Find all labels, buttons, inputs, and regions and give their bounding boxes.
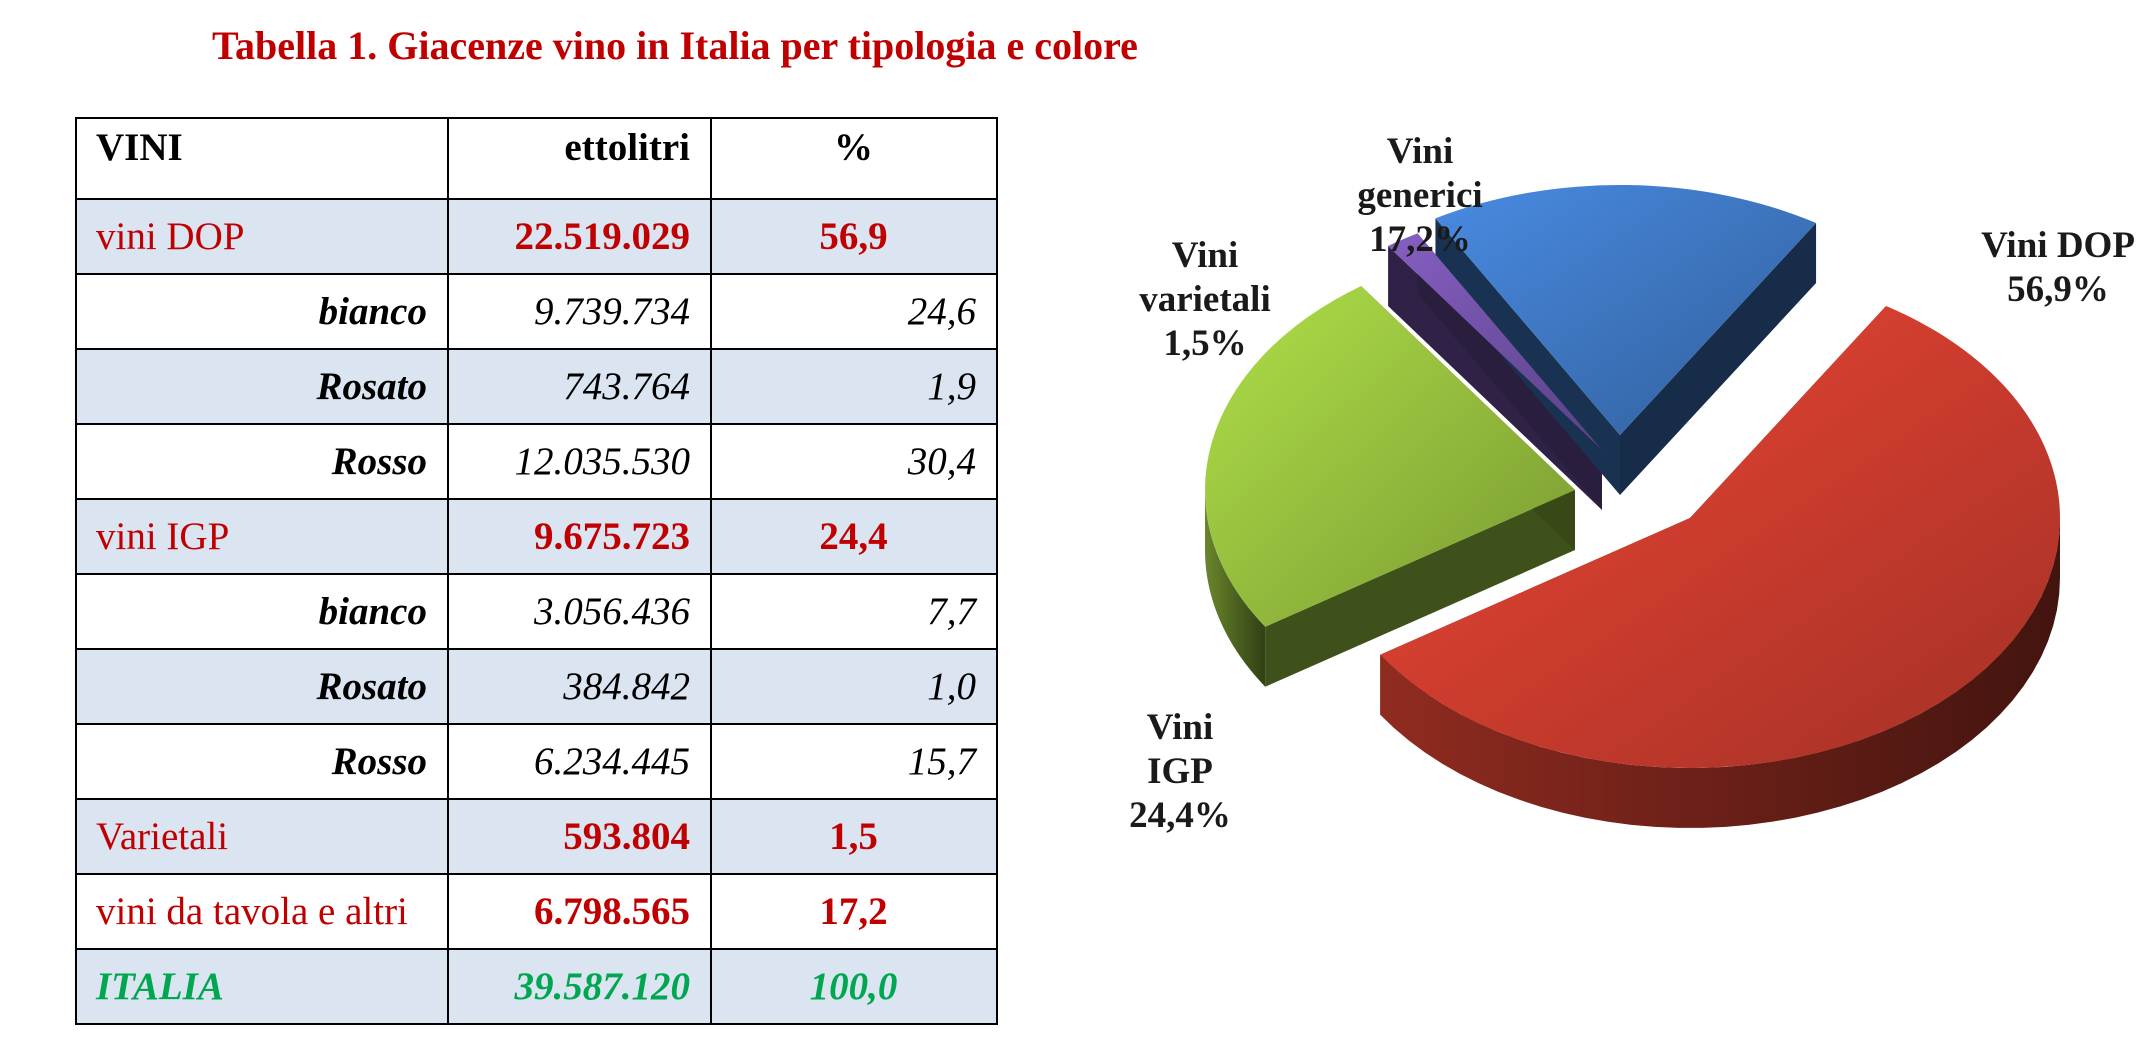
pie-slice-wall	[1265, 490, 1575, 687]
pie-label-vini-dop: Vini DOP 56,9%	[1938, 224, 2143, 312]
row-percent: 1,9	[710, 348, 998, 425]
row-percent: 30,4	[710, 423, 998, 500]
row-percent: 24,6	[710, 273, 998, 350]
pie-slice-vini-generici	[1435, 185, 1817, 435]
table-row: Rosso 12.035.530 30,4	[75, 423, 998, 500]
row-label: vini IGP	[75, 498, 449, 575]
table-row: Rosato 743.764 1,9	[75, 348, 998, 425]
row-label: Rosato	[75, 648, 449, 725]
row-percent: 100,0	[710, 948, 998, 1025]
page-title: Tabella 1. Giacenze vino in Italia per t…	[212, 23, 1138, 68]
row-percent: 7,7	[710, 573, 998, 650]
row-percent: 56,9	[710, 198, 998, 275]
data-table: VINI ettolitri% vini DOP 22.519.029 56,9 bian…	[75, 117, 998, 1025]
pie-label-vini-generici: Vini generici 17,2%	[1330, 130, 1510, 262]
table-row: vini da tavola e altri 6.798.565 17,2	[75, 873, 998, 950]
row-label: Rosato	[75, 348, 449, 425]
pie-slice-side	[1380, 518, 2060, 828]
row-label: bianco	[75, 573, 449, 650]
table-row: ITALIA 39.587.120 100,0	[75, 948, 998, 1025]
row-label: Rosso	[75, 723, 449, 800]
header-vini: VINI	[75, 117, 449, 200]
row-value: 39.587.120	[447, 948, 712, 1025]
row-percent: 17,2	[710, 873, 998, 950]
row-value: 6.234.445	[447, 723, 712, 800]
pie-slice-wall	[1435, 218, 1620, 495]
row-label: Rosso	[75, 423, 449, 500]
row-value: 22.519.029	[447, 198, 712, 275]
pie-label-name: Vini generici	[1357, 131, 1483, 216]
row-label: ITALIA	[75, 948, 449, 1025]
table-row: Varietali 593.804 1,5	[75, 798, 998, 875]
pie-label-name: Vini varietali	[1139, 235, 1271, 320]
pie-label-value: 1,5%	[1163, 323, 1247, 364]
table-row: Rosato 384.842 1,0	[75, 648, 998, 725]
header-ettolitri: ettolitri	[447, 117, 712, 200]
table-row: vini IGP 9.675.723 24,4	[75, 498, 998, 575]
row-value: 593.804	[447, 798, 712, 875]
table-header-row: VINI ettolitri%	[75, 117, 998, 200]
row-value: 12.035.530	[447, 423, 712, 500]
pie-label-value: 17,2%	[1369, 219, 1471, 260]
row-value: 9.739.734	[447, 273, 712, 350]
pie-label-vini-igp: Vini IGP 24,4%	[1100, 706, 1260, 838]
row-value: 3.056.436	[447, 573, 712, 650]
pie-slice-wall	[1620, 222, 1817, 495]
pie-slice-side	[1205, 490, 1266, 687]
table-row: vini DOP 22.519.029 56,9	[75, 198, 998, 275]
pie-label-value: 56,9%	[2007, 269, 2109, 310]
table-row: bianco 3.056.436 7,7	[75, 573, 998, 650]
row-value: 6.798.565	[447, 873, 712, 950]
pie-slice-vini-dop	[1380, 305, 2060, 768]
header-percent: %	[710, 117, 998, 200]
row-label: vini da tavola e altri	[75, 873, 449, 950]
row-value: 9.675.723	[447, 498, 712, 575]
pie-label-value: 24,4%	[1129, 795, 1231, 836]
table-row: bianco 9.739.734 24,6	[75, 273, 998, 350]
pie-slice-vini-igp	[1205, 286, 1575, 627]
row-label: vini DOP	[75, 198, 449, 275]
row-label: bianco	[75, 273, 449, 350]
row-percent: 1,0	[710, 648, 998, 725]
pie-slice-vini-varietali	[1388, 233, 1602, 450]
pie-label-name: Vini IGP	[1146, 707, 1214, 792]
table-row: Rosso 6.234.445 15,7	[75, 723, 998, 800]
pie-label-vini-varietali: Vini varietali 1,5%	[1130, 234, 1280, 366]
row-label: Varietali	[75, 798, 449, 875]
pie-label-name: Vini DOP	[1981, 225, 2135, 266]
row-value: 743.764	[447, 348, 712, 425]
row-value: 384.842	[447, 648, 712, 725]
row-percent: 1,5	[710, 798, 998, 875]
row-percent: 24,4	[710, 498, 998, 575]
row-percent: 15,7	[710, 723, 998, 800]
